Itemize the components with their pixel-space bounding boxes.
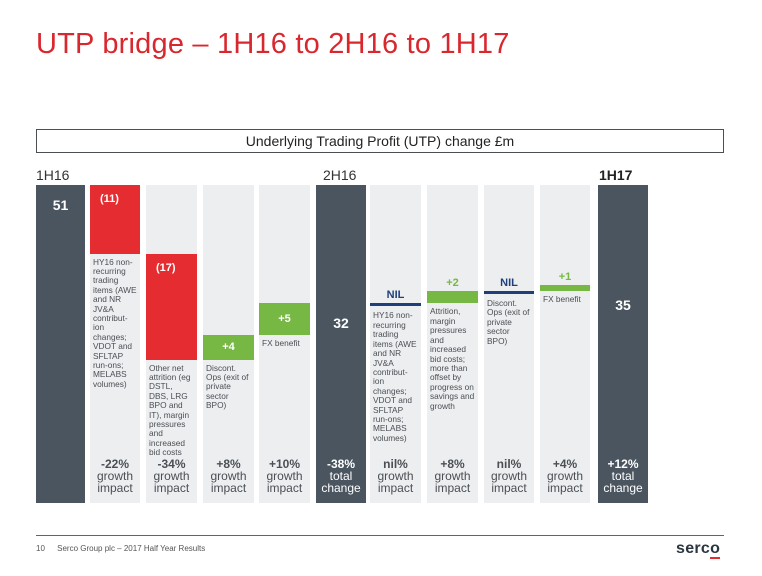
impact-percent: -38%	[326, 457, 355, 471]
impact-percent: +8%	[440, 457, 465, 471]
step-description: Other net attrition (eg DSTL, DBS, LRG B…	[149, 362, 191, 458]
impact-label: +4% growth impact	[540, 458, 590, 494]
impact-word: impact	[547, 481, 583, 495]
positive-bar	[427, 291, 478, 304]
total-value-label: 32	[333, 315, 349, 332]
step-description: HY16 non-recurring trading items (AWE an…	[93, 256, 137, 389]
impact-label: +10% growth impact	[259, 458, 310, 494]
step-description: Attrition, margin pressures and increase…	[430, 306, 475, 411]
period-label-1h17: 1H17	[599, 167, 633, 183]
negative-bar	[90, 185, 140, 254]
impact-label: +8% growth impact	[427, 458, 478, 494]
impact-word: growth	[546, 469, 584, 483]
impact-percent: +10%	[268, 457, 301, 471]
serco-logo: serco	[676, 540, 721, 559]
bar-value-label: +1	[558, 270, 572, 283]
impact-label: -22% growth impact	[90, 458, 140, 494]
impact-word: change	[321, 481, 361, 495]
bar-value-label: +2	[446, 277, 459, 289]
impact-percent: +8%	[216, 457, 241, 471]
nil-value-label: NIL	[386, 289, 405, 302]
waterfall-column-8: NIL Discont. Ops (exit of private sector …	[484, 185, 534, 503]
step-description: FX benefit	[262, 337, 300, 348]
impact-word: impact	[266, 481, 303, 495]
footer-text: 10 Serco Group plc – 2017 Half Year Resu…	[36, 544, 205, 553]
positive-bar	[259, 303, 310, 335]
total-value-label: 51	[52, 197, 69, 213]
period-label-2h16: 2H16	[323, 167, 357, 183]
step-description: FX benefit	[543, 294, 581, 304]
waterfall-column-6: NIL HY16 non-recurring trading items (AWE…	[370, 185, 421, 503]
nil-value-label: NIL	[500, 277, 518, 289]
page-number: 10	[36, 544, 45, 553]
waterfall-column-2: (17) Other net attrition (eg DSTL, DBS, L…	[146, 185, 197, 503]
footer-divider	[36, 535, 724, 536]
impact-word: growth	[434, 469, 471, 483]
waterfall-column-5: 32 -38% total change	[316, 185, 366, 503]
impact-percent: +4%	[552, 457, 578, 471]
waterfall-column-1: (11) HY16 non-recurring trading items (AW…	[90, 185, 140, 503]
impact-label: -38% total change	[316, 458, 366, 494]
impact-word: growth	[210, 469, 247, 483]
impact-word: growth	[153, 469, 190, 483]
impact-word: growth	[96, 469, 134, 483]
step-description: Discont. Ops (exit of private sector BPO…	[206, 362, 249, 411]
impact-label: -34% growth impact	[146, 458, 197, 494]
nil-marker	[484, 291, 534, 294]
footer-caption: Serco Group plc – 2017 Half Year Results	[57, 544, 206, 553]
impact-percent: nil%	[496, 457, 522, 471]
waterfall-column-10: 35 +12% total change	[598, 185, 648, 503]
impact-label: +8% growth impact	[203, 458, 254, 494]
waterfall-column-4: +5 FX benefit +10% growth impact	[259, 185, 310, 503]
bar-value-label: (17)	[156, 261, 176, 274]
waterfall-column-7: +2 Attrition, margin pressures and increa…	[427, 185, 478, 503]
bar-value-label: (11)	[100, 193, 119, 205]
impact-word: change	[603, 481, 643, 495]
waterfall-column-0: 51	[36, 185, 85, 503]
step-description: HY16 non-recurring trading items (AWE an…	[373, 310, 417, 443]
impact-percent: +12%	[607, 457, 639, 471]
impact-word: growth	[266, 469, 303, 483]
impact-word: total	[611, 469, 635, 483]
impact-label: nil% growth impact	[484, 458, 534, 494]
impact-word: impact	[434, 481, 471, 495]
impact-percent: -22%	[100, 457, 129, 471]
impact-word: impact	[491, 481, 527, 495]
positive-bar	[540, 284, 590, 291]
chart-header: Underlying Trading Profit (UTP) change £…	[36, 129, 724, 153]
impact-word: impact	[97, 481, 133, 495]
impact-percent: nil%	[383, 457, 408, 471]
impact-word: growth	[377, 469, 414, 483]
impact-percent: -34%	[157, 457, 186, 471]
period-label-1h16: 1H16	[36, 167, 70, 183]
bar-value-label: +5	[278, 313, 291, 326]
waterfall-column-3: +4 Discont. Ops (exit of private sector B…	[203, 185, 254, 503]
impact-label: nil% growth impact	[370, 458, 421, 494]
impact-word: impact	[153, 481, 190, 495]
total-value-label: 35	[615, 296, 631, 313]
nil-marker	[370, 303, 421, 307]
impact-word: growth	[490, 469, 528, 483]
impact-word: total	[329, 469, 353, 483]
slide-title: UTP bridge – 1H16 to 2H16 to 1H17	[36, 28, 510, 60]
positive-bar	[203, 334, 254, 360]
waterfall-column-9: +1 FX benefit +4% growth impact	[540, 185, 590, 503]
impact-word: impact	[377, 481, 414, 495]
step-description: Discont. Ops (exit of private sector BPO…	[487, 298, 530, 346]
impact-word: impact	[210, 481, 247, 495]
negative-bar	[146, 253, 197, 360]
impact-label: +12% total change	[598, 458, 648, 494]
bar-value-label: +4	[222, 341, 235, 354]
